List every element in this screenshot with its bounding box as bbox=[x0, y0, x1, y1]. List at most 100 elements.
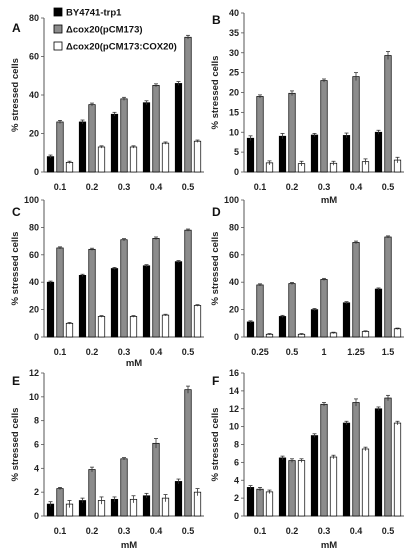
y-tick-label: 12 bbox=[229, 404, 239, 414]
bar bbox=[384, 55, 392, 173]
x-tick-label: 0.5 bbox=[286, 347, 299, 357]
legend: BY4741-trp1 Δcox20(pCM173) Δcox20(pCM173:C… bbox=[53, 8, 177, 53]
x-tick-label: 0.25 bbox=[251, 347, 269, 357]
bar bbox=[320, 80, 328, 173]
bar bbox=[256, 96, 264, 173]
bar bbox=[97, 316, 106, 338]
bar bbox=[342, 422, 351, 517]
x-tick-label: 0.3 bbox=[118, 347, 131, 357]
y-tick-label: 40 bbox=[29, 90, 39, 100]
bar bbox=[320, 403, 328, 517]
y-tick-label: 0 bbox=[234, 511, 239, 521]
bar bbox=[120, 98, 128, 173]
y-axis-label: % stressed cells bbox=[10, 58, 21, 132]
x-tick-label: 0.5 bbox=[382, 526, 395, 536]
panel-letter: D bbox=[212, 205, 221, 219]
y-tick-label: 25 bbox=[229, 68, 239, 78]
y-tick-label: 4 bbox=[34, 463, 39, 473]
y-tick-label: 60 bbox=[29, 250, 39, 260]
panel-letter: C bbox=[12, 205, 21, 219]
y-tick-label: 0 bbox=[34, 332, 39, 342]
bar bbox=[278, 316, 287, 338]
y-tick-label: 20 bbox=[229, 88, 239, 98]
y-tick-label: 40 bbox=[229, 8, 239, 18]
bar bbox=[129, 316, 138, 338]
y-tick-label: 4 bbox=[234, 475, 239, 485]
bar bbox=[152, 442, 160, 517]
y-tick-label: 80 bbox=[29, 222, 39, 232]
x-tick-label: 0.2 bbox=[286, 182, 299, 192]
legend-swatch bbox=[53, 41, 63, 51]
x-tick-label: 0.3 bbox=[118, 526, 131, 536]
x-axis-label: mM bbox=[321, 195, 337, 206]
panel-letter: B bbox=[212, 13, 221, 27]
bar bbox=[288, 460, 296, 517]
bar bbox=[78, 121, 87, 173]
legend-entry: Δcox20(pCM173) bbox=[53, 25, 143, 36]
x-tick-label: 0.1 bbox=[254, 526, 267, 536]
y-tick-label: 80 bbox=[229, 222, 239, 232]
y-tick-label: 0 bbox=[234, 167, 239, 177]
bar bbox=[246, 321, 255, 338]
y-tick-label: 60 bbox=[229, 250, 239, 260]
x-tick-label: 0.4 bbox=[150, 526, 163, 536]
bar bbox=[142, 265, 151, 338]
x-tick-label: 0.1 bbox=[254, 182, 267, 192]
panel-e: 0 2 4 6 8 10 12 % stressed cells E 0.1 0.2 0.3 0.4 0.… bbox=[10, 368, 204, 550]
bar bbox=[393, 328, 402, 338]
bar bbox=[152, 238, 160, 338]
x-tick-label: 0.4 bbox=[150, 347, 163, 357]
y-tick-label: 0 bbox=[34, 167, 39, 177]
bar bbox=[352, 402, 360, 517]
panel-letter: F bbox=[212, 374, 219, 388]
bar bbox=[78, 275, 87, 338]
y-tick-label: 0 bbox=[34, 511, 39, 521]
bar bbox=[161, 142, 170, 173]
x-tick-label: 0.3 bbox=[318, 182, 331, 192]
bar bbox=[174, 261, 183, 338]
y-tick-label: 60 bbox=[29, 52, 39, 62]
x-tick-label: 1 bbox=[321, 347, 326, 357]
bar bbox=[288, 283, 296, 338]
x-tick-label: 0.5 bbox=[182, 182, 195, 192]
panel-letter: A bbox=[12, 21, 21, 35]
y-tick-label: 10 bbox=[229, 127, 239, 137]
bar bbox=[256, 488, 264, 517]
x-tick-label: 0.2 bbox=[86, 347, 99, 357]
y-tick-label: 80 bbox=[29, 13, 39, 23]
y-tick-label: 8 bbox=[234, 440, 239, 450]
bar bbox=[56, 247, 64, 338]
bar bbox=[393, 422, 402, 517]
bar bbox=[184, 36, 192, 173]
bar bbox=[374, 408, 383, 517]
bar bbox=[297, 460, 306, 517]
y-tick-label: 12 bbox=[29, 368, 39, 378]
bar bbox=[88, 469, 96, 517]
y-tick-label: 30 bbox=[229, 48, 239, 58]
bar bbox=[310, 435, 319, 517]
y-tick-label: 35 bbox=[229, 28, 239, 38]
legend-label: Δcox20(pCM173) bbox=[66, 25, 143, 36]
x-tick-label: 0.5 bbox=[182, 347, 195, 357]
bar bbox=[352, 76, 360, 173]
bar bbox=[361, 331, 370, 338]
x-tick-label: 0.1 bbox=[54, 182, 67, 192]
x-tick-label: 1.25 bbox=[347, 347, 365, 357]
y-tick-label: 10 bbox=[229, 422, 239, 432]
bar bbox=[184, 389, 192, 517]
legend-label: Δcox20(pCM173:COX20) bbox=[66, 42, 177, 53]
bar bbox=[97, 146, 106, 173]
y-tick-label: 10 bbox=[29, 392, 39, 402]
bar bbox=[161, 314, 170, 338]
bar bbox=[88, 248, 96, 338]
x-axis-label: mM bbox=[321, 540, 337, 550]
x-tick-label: 0.3 bbox=[118, 182, 131, 192]
legend-label: BY4741-trp1 bbox=[66, 8, 122, 19]
x-axis-label: mM bbox=[126, 358, 142, 369]
bar bbox=[256, 284, 264, 338]
bar bbox=[193, 305, 202, 338]
x-tick-label: 0.1 bbox=[54, 347, 67, 357]
x-tick-label: 0.2 bbox=[86, 526, 99, 536]
bar bbox=[361, 448, 370, 517]
